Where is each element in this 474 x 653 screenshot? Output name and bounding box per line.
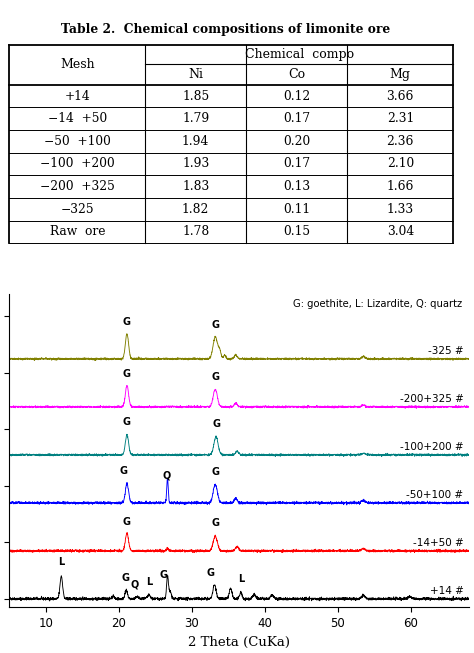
Text: G: G [207, 568, 215, 578]
Text: −50  +100: −50 +100 [44, 135, 111, 148]
Text: G: G [123, 417, 131, 427]
Text: G: G [123, 368, 131, 379]
Text: Q: Q [162, 470, 171, 481]
Text: G: G [119, 466, 128, 475]
Text: -50+100 #: -50+100 # [406, 490, 464, 500]
Text: G: G [212, 419, 220, 429]
Text: 1.33: 1.33 [387, 203, 414, 215]
Text: Co: Co [288, 68, 305, 81]
Text: G: G [123, 517, 131, 527]
Text: −14  +50: −14 +50 [48, 112, 107, 125]
Text: L: L [146, 577, 152, 586]
Text: L: L [237, 574, 244, 584]
Text: 2.31: 2.31 [387, 112, 414, 125]
Text: 0.13: 0.13 [283, 180, 310, 193]
Text: 1.66: 1.66 [387, 180, 414, 193]
Text: 1.79: 1.79 [182, 112, 210, 125]
Text: 0.12: 0.12 [283, 89, 310, 103]
Text: 1.82: 1.82 [182, 203, 210, 215]
Text: Chemical  compo: Chemical compo [245, 48, 354, 61]
Text: −100  +200: −100 +200 [40, 157, 115, 170]
Text: G: G [211, 372, 219, 383]
Text: -100+200 #: -100+200 # [400, 442, 464, 452]
Text: -14+50 #: -14+50 # [413, 538, 464, 548]
Text: Mg: Mg [390, 68, 411, 81]
Text: G: goethite, L: Lizardite, Q: quartz: G: goethite, L: Lizardite, Q: quartz [293, 298, 462, 309]
Text: 1.78: 1.78 [182, 225, 210, 238]
Text: 1.83: 1.83 [182, 180, 210, 193]
Text: −200  +325: −200 +325 [40, 180, 115, 193]
Text: G: G [211, 320, 219, 330]
Text: Ni: Ni [188, 68, 203, 81]
Text: Mesh: Mesh [60, 58, 95, 71]
Text: 0.11: 0.11 [283, 203, 310, 215]
Text: G: G [121, 573, 129, 583]
Text: G: G [123, 317, 131, 327]
Text: G: G [159, 569, 167, 580]
Text: 3.04: 3.04 [387, 225, 414, 238]
Text: 0.17: 0.17 [283, 112, 310, 125]
Text: −325: −325 [61, 203, 94, 215]
Text: 0.15: 0.15 [283, 225, 310, 238]
Text: L: L [58, 557, 64, 567]
Text: +14 #: +14 # [429, 586, 464, 596]
Text: 1.94: 1.94 [182, 135, 210, 148]
Text: 3.66: 3.66 [387, 89, 414, 103]
Text: 0.17: 0.17 [283, 157, 310, 170]
Text: Raw  ore: Raw ore [50, 225, 105, 238]
Text: -325 #: -325 # [428, 346, 464, 356]
X-axis label: 2 Theta (CuKa): 2 Theta (CuKa) [188, 635, 291, 648]
Text: 2.36: 2.36 [387, 135, 414, 148]
Text: Table 2.  Chemical compositions of limonite ore: Table 2. Chemical compositions of limoni… [61, 24, 390, 36]
Text: 0.20: 0.20 [283, 135, 310, 148]
Text: G: G [211, 518, 219, 528]
Text: +14: +14 [64, 89, 90, 103]
Text: 1.93: 1.93 [182, 157, 210, 170]
Text: 2.10: 2.10 [387, 157, 414, 170]
Text: -200+325 #: -200+325 # [400, 394, 464, 404]
Text: G: G [211, 467, 219, 477]
Text: 1.85: 1.85 [182, 89, 210, 103]
Text: Q: Q [130, 579, 138, 590]
